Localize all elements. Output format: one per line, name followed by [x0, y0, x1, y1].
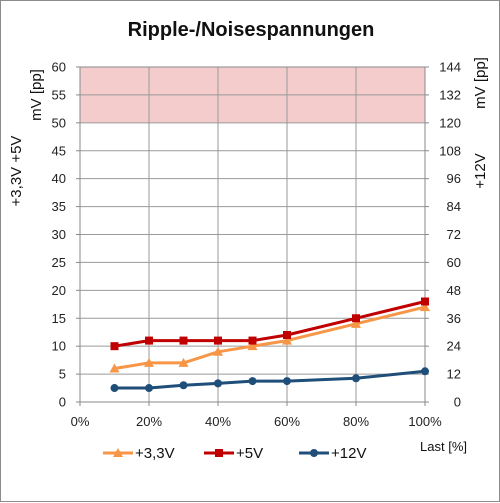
left-tick-label: 40: [52, 171, 66, 186]
legend-label-5v: +5V: [236, 445, 263, 462]
data-point-12v: [248, 377, 257, 386]
x-tick-label: 60%: [274, 414, 300, 429]
x-tick-label: 0%: [71, 414, 90, 429]
left-axis-title-line1: +3,3V +5V: [8, 136, 25, 207]
left-tick-label: 10: [52, 339, 66, 354]
series-line-33v: [114, 305, 426, 370]
data-point-5v: [352, 314, 360, 323]
legend-marker-5v: [215, 449, 223, 457]
data-point-12v: [110, 384, 119, 393]
data-point-12v: [421, 367, 429, 376]
data-point-12v: [179, 381, 188, 390]
left-tick-label: 55: [52, 87, 66, 102]
data-point-5v: [179, 336, 188, 345]
x-tick-label: 100%: [408, 414, 442, 429]
x-axis-label: Last [%]: [420, 439, 467, 454]
data-point-33v: [420, 302, 430, 312]
series-line-5v: [114, 300, 426, 348]
data-point-12v: [145, 384, 153, 393]
left-tick-label: 50: [52, 115, 66, 130]
right-tick-label: 96: [447, 171, 461, 186]
right-tick-label: 60: [447, 255, 461, 270]
data-point-5v: [110, 342, 119, 351]
data-point-5v: [421, 297, 429, 306]
x-tick-label: 40%: [205, 414, 231, 429]
data-point-33v: [351, 318, 361, 328]
legend-marker-12v: [310, 449, 318, 457]
right-tick-label: 48: [447, 283, 461, 298]
data-point-5v: [248, 336, 257, 345]
right-tick-label: 0: [454, 395, 461, 410]
left-tick-label: 60: [52, 60, 66, 75]
legend-label-33v: +3,3V: [135, 445, 175, 462]
data-point-12v: [283, 377, 291, 386]
data-point-5v: [214, 336, 222, 345]
data-point-33v: [109, 363, 120, 373]
x-tick-label: 80%: [343, 414, 369, 429]
left-tick-label: 45: [52, 143, 66, 158]
data-point-5v: [283, 331, 291, 339]
left-axis-title-line2: mV [pp]: [28, 69, 45, 121]
right-tick-label: 12: [447, 367, 461, 382]
legend-label-12v: +12V: [331, 445, 366, 462]
plot-area-border: [79, 66, 426, 403]
data-point-12v: [214, 379, 222, 388]
series-line-12v: [114, 369, 426, 390]
right-tick-label: 108: [439, 143, 461, 158]
right-axis-title-line1: +12V: [472, 153, 489, 188]
right-axis-title-line2: mV [pp]: [472, 57, 489, 109]
data-point-33v: [178, 357, 189, 367]
data-point-5v: [145, 336, 153, 345]
left-tick-label: 20: [52, 283, 66, 298]
chart-title: Ripple-/Noisespannungen: [128, 19, 375, 41]
data-point-33v: [282, 335, 292, 345]
right-tick-label: 36: [447, 311, 461, 326]
data-point-33v: [247, 341, 258, 351]
right-tick-label: 84: [447, 199, 461, 214]
left-tick-label: 25: [52, 255, 66, 270]
right-tick-label: 120: [439, 115, 461, 130]
left-tick-label: 5: [59, 367, 66, 382]
right-tick-label: 24: [447, 339, 461, 354]
left-tick-label: 15: [52, 311, 66, 326]
right-tick-label: 72: [447, 227, 461, 242]
data-point-33v: [144, 357, 154, 367]
right-tick-label: 144: [439, 60, 461, 75]
left-tick-label: 0: [59, 395, 66, 410]
data-point-12v: [352, 374, 360, 383]
data-point-33v: [213, 346, 223, 356]
left-tick-label: 35: [52, 199, 66, 214]
x-tick-label: 20%: [136, 414, 162, 429]
left-tick-label: 30: [52, 227, 66, 242]
right-tick-label: 132: [439, 87, 461, 102]
legend-marker-33v: [113, 448, 123, 457]
